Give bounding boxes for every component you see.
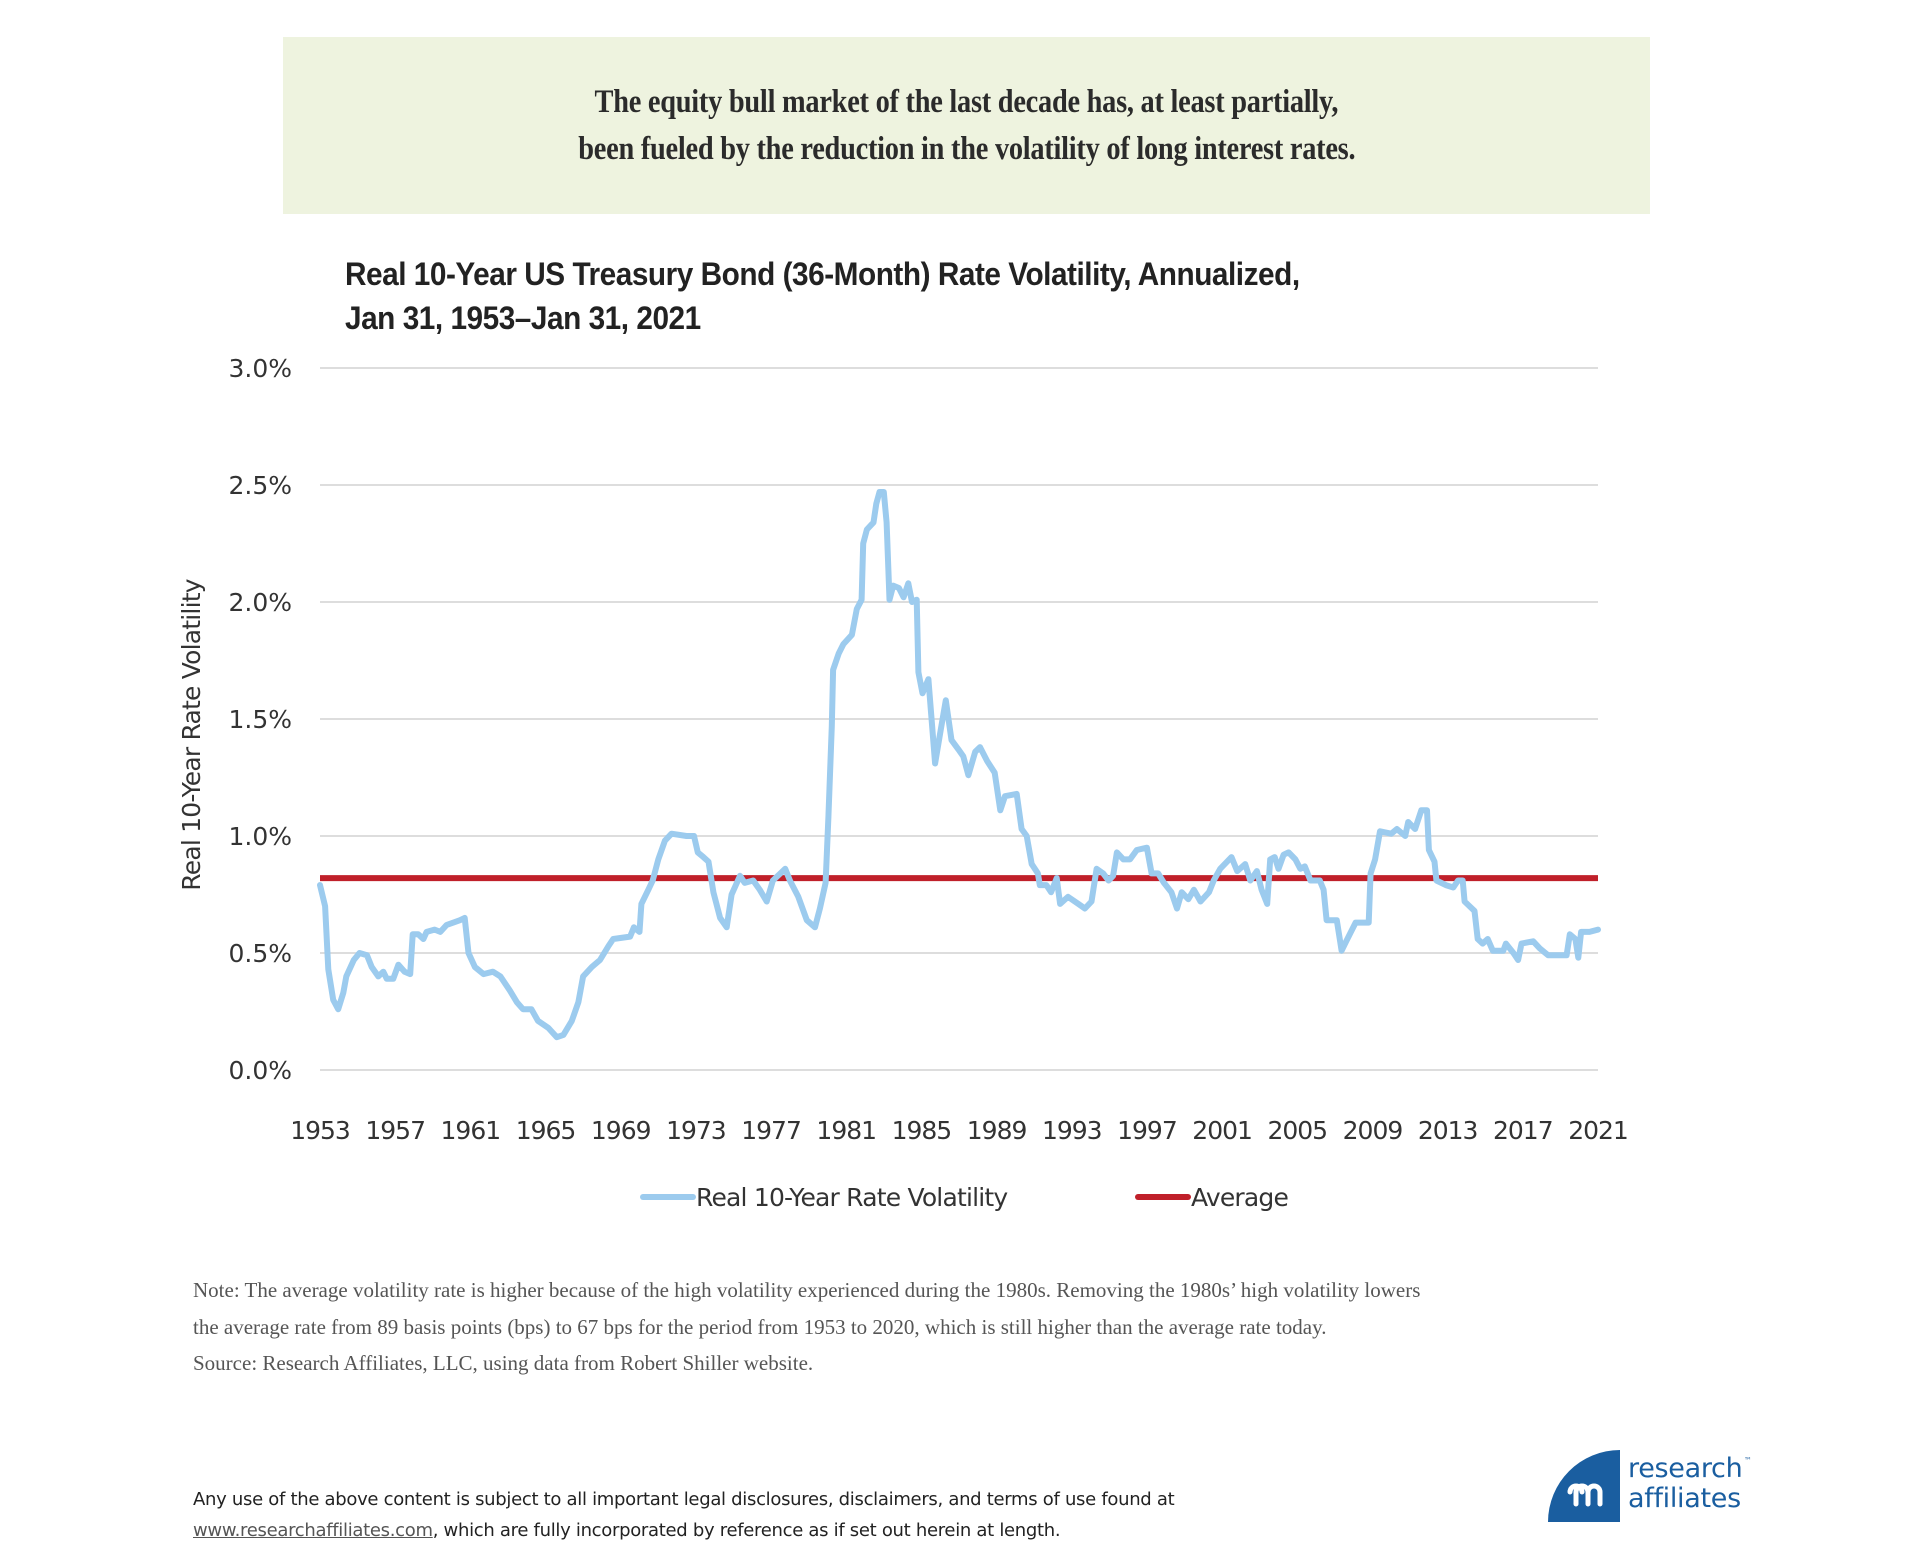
website-link[interactable]: www.researchaffiliates.com	[193, 1520, 433, 1541]
chart-title-line-1: Real 10-Year US Treasury Bond (36-Month)…	[345, 256, 1300, 292]
research-affiliates-logo: research affiliates ™	[1548, 1450, 1778, 1522]
x-tick-label: 2005	[1267, 1116, 1327, 1145]
trademark-symbol: ™	[1744, 1456, 1752, 1465]
x-axis-ticks: 1953 1957 1961 1965 1969 1973 1977 1981 1985 1989…	[290, 1116, 1629, 1145]
x-tick-label: 1993	[1042, 1116, 1102, 1145]
logo-text-affiliates: affiliates	[1628, 1483, 1741, 1514]
x-tick-label: 1953	[290, 1116, 350, 1145]
x-tick-label: 1981	[816, 1116, 876, 1145]
x-tick-label: 2009	[1343, 1116, 1403, 1145]
logo-wordmark: research affiliates	[1628, 1453, 1743, 1514]
legend-swatch-average	[1135, 1194, 1191, 1200]
chart-title-line-2: Jan 31, 1953–Jan 31, 2021	[345, 300, 701, 336]
logo-text-research: research	[1628, 1453, 1743, 1484]
legend: Real 10-Year Rate Volatility Average	[0, 1177, 1920, 1217]
y-tick-label: 1.5%	[228, 705, 292, 734]
legend-item-average: Average	[1135, 1177, 1289, 1217]
note-line-2: the average rate from 89 basis points (b…	[193, 1314, 1327, 1339]
legend-item-volatility: Real 10-Year Rate Volatility	[640, 1177, 1008, 1217]
chart-note: Note: The average volatility rate is hig…	[193, 1272, 1420, 1382]
y-tick-label: 0.5%	[228, 939, 292, 968]
x-tick-label: 2013	[1418, 1116, 1478, 1145]
x-tick-label: 2001	[1192, 1116, 1252, 1145]
x-tick-label: 1977	[741, 1116, 801, 1145]
footer-line-2: www.researchaffiliates.com, which are fu…	[193, 1515, 1174, 1546]
headline-line-2: been fueled by the reduction in the vola…	[577, 130, 1356, 167]
y-tick-label: 2.5%	[228, 471, 292, 500]
x-tick-label: 1989	[967, 1116, 1027, 1145]
headline-line-1: The equity bull market of the last decad…	[594, 83, 1339, 120]
source-line: Source: Research Affiliates, LLC, using …	[193, 1351, 814, 1375]
x-tick-label: 1965	[516, 1116, 576, 1145]
chart-title: Real 10-Year US Treasury Bond (36-Month)…	[345, 252, 1300, 340]
headline-callout: The equity bull market of the last decad…	[283, 37, 1650, 214]
legal-footer: Any use of the above content is subject …	[193, 1484, 1175, 1546]
x-tick-label: 1985	[892, 1116, 952, 1145]
x-tick-label: 1973	[666, 1116, 726, 1145]
y-tick-label: 2.0%	[228, 588, 292, 617]
y-tick-label: 0.0%	[228, 1056, 292, 1085]
x-tick-label: 2017	[1493, 1116, 1553, 1145]
y-axis-ticks: 0.0% 0.5% 1.0% 1.5% 2.0% 2.5% 3.0%	[228, 354, 292, 1085]
footer-line-1: Any use of the above content is subject …	[193, 1489, 1175, 1510]
y-tick-label: 3.0%	[228, 354, 292, 383]
volatility-series-line	[317, 489, 1601, 1041]
x-tick-label: 2021	[1568, 1116, 1628, 1145]
legend-swatch-volatility	[640, 1194, 696, 1200]
x-tick-label: 1961	[441, 1116, 501, 1145]
x-tick-label: 1997	[1117, 1116, 1177, 1145]
footer-line-2-text: , which are fully incorporated by refere…	[432, 1520, 1061, 1541]
note-line-1: Note: The average volatility rate is hig…	[193, 1278, 1421, 1302]
y-axis-label: Real 10-Year Rate Volatility	[177, 578, 206, 890]
x-tick-label: 1969	[591, 1116, 651, 1145]
legend-label-average: Average	[1191, 1182, 1289, 1212]
research-affiliates-logo-icon	[1548, 1450, 1620, 1522]
y-tick-label: 1.0%	[228, 822, 292, 851]
x-tick-label: 1957	[365, 1116, 425, 1145]
gridlines	[320, 367, 1598, 1071]
legend-label-volatility: Real 10-Year Rate Volatility	[696, 1182, 1008, 1212]
